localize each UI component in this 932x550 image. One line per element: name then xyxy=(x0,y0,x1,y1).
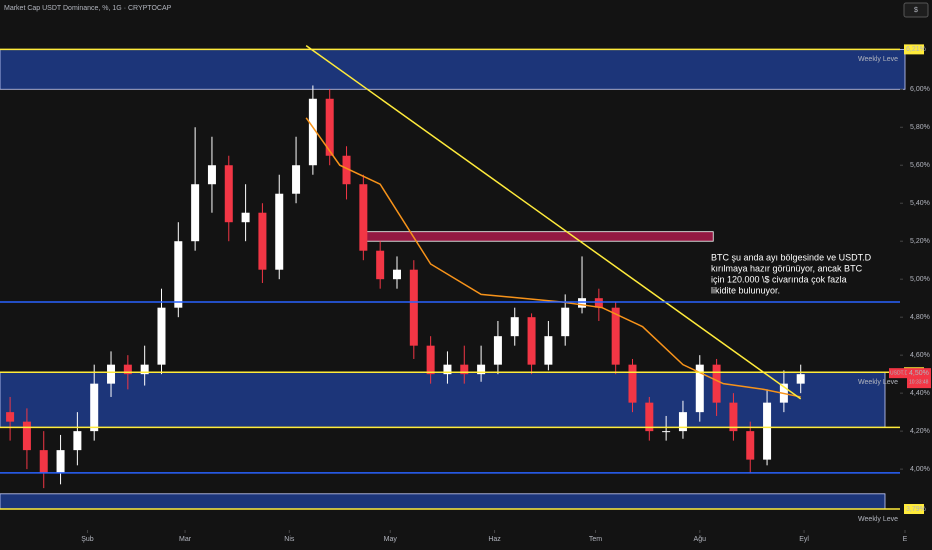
candle-body xyxy=(22,421,31,451)
annotation-line: BTC şu anda ayı bölgesinde ve USDT.D xyxy=(711,252,872,262)
candle-body xyxy=(123,364,132,375)
candle-body xyxy=(39,450,48,473)
candle-body xyxy=(729,402,738,432)
x-tick-label: Mar xyxy=(179,536,192,543)
chart-title: Market Cap USDT Dominance, %, 1G · CRYPT… xyxy=(4,5,172,12)
price-tag-symbol-bg xyxy=(889,368,907,379)
candle-body xyxy=(376,250,385,280)
candle-body xyxy=(695,364,704,413)
level-note: Weekly Leve xyxy=(858,379,898,386)
candle-body xyxy=(174,241,183,308)
currency-button[interactable] xyxy=(903,2,929,18)
candle-body xyxy=(578,298,587,308)
level-tag xyxy=(904,504,924,515)
annotation-line: likidite bulunuyor. xyxy=(711,285,780,295)
candle-body xyxy=(342,155,351,185)
candle-body xyxy=(107,364,116,384)
candle-body xyxy=(359,184,368,251)
candle-body xyxy=(392,269,401,280)
level-note: Weekly Leve xyxy=(858,516,898,523)
candle-body xyxy=(140,364,149,375)
candle-body xyxy=(275,193,284,270)
y-tick-label: 5,20% xyxy=(910,238,930,245)
candle-body xyxy=(157,307,166,365)
plot xyxy=(0,44,906,510)
price-tag-label: 4,50% xyxy=(909,370,929,377)
candle-body xyxy=(207,165,216,185)
candle-body xyxy=(712,364,721,403)
level-note: Weekly Leve xyxy=(858,56,898,63)
candle-body xyxy=(746,431,755,460)
y-tick-label: 5,60% xyxy=(910,162,930,169)
y-tick-label: 4,60% xyxy=(910,352,930,359)
candle-body xyxy=(460,364,469,375)
candle-body xyxy=(594,298,603,308)
candle-body xyxy=(493,336,502,365)
candle-body xyxy=(544,336,553,365)
candle-body xyxy=(90,383,99,432)
candle-body xyxy=(73,431,82,451)
candle-body xyxy=(443,364,452,375)
y-tick-label: 6,00% xyxy=(910,86,930,93)
x-tick-label: Ağu xyxy=(694,536,707,543)
candle-body xyxy=(477,364,486,375)
candle-body xyxy=(611,307,620,365)
candle-body xyxy=(308,98,317,166)
candle-body xyxy=(628,364,637,403)
level-tag-label: 6,21% xyxy=(906,46,926,53)
price-tag-bg xyxy=(907,368,931,389)
candle-body xyxy=(6,412,15,422)
zone xyxy=(0,493,886,510)
zone xyxy=(0,48,906,90)
y-tick-label: 4,40% xyxy=(910,390,930,397)
candle-body xyxy=(645,402,654,432)
y-tick-label: 4,80% xyxy=(910,314,930,321)
x-tick-label: May xyxy=(384,536,398,543)
y-tick-label: 4,20% xyxy=(910,428,930,435)
zone xyxy=(0,371,886,428)
moving-average xyxy=(305,117,801,398)
y-tick-label: 5,40% xyxy=(910,200,930,207)
candle-body xyxy=(224,165,233,223)
annotation-line: için 120.000 \$ civarında çok fazla xyxy=(711,274,847,284)
x-tick-label: Şub xyxy=(81,536,94,543)
candle-body xyxy=(258,212,267,270)
candle-body xyxy=(561,307,570,337)
candle-body xyxy=(510,317,519,337)
price-tag-symbol: USDT.D xyxy=(890,370,908,376)
candle-body xyxy=(292,165,301,194)
y-tick-label: 4,00% xyxy=(910,466,930,473)
level-tag-label: 3,79% xyxy=(906,506,926,513)
y-tick-label: 5,80% xyxy=(910,124,930,131)
x-tick-label: E xyxy=(903,536,908,543)
y-tick-label: 5,00% xyxy=(910,276,930,283)
candle-body xyxy=(241,212,250,223)
candle-body xyxy=(426,345,435,375)
candle-body xyxy=(763,402,772,460)
candle-body xyxy=(191,184,200,242)
candle-body xyxy=(409,269,418,346)
annotation-line: kırılmaya hazır görünüyor, ancak BTC xyxy=(711,263,863,273)
candle-body xyxy=(662,431,671,433)
trendline xyxy=(305,44,802,400)
x-tick-label: Nis xyxy=(284,536,295,543)
level-tag xyxy=(904,44,924,55)
x-tick-label: Eyl xyxy=(799,536,809,543)
price-tag-countdown: 10:33:48 xyxy=(909,379,929,385)
candle-body xyxy=(796,374,805,384)
candle-body xyxy=(325,98,334,156)
candle-body xyxy=(678,412,687,432)
candle-body xyxy=(56,450,65,473)
x-tick-label: Tem xyxy=(589,536,602,543)
candle-body xyxy=(527,317,536,365)
currency[interactable]: $ xyxy=(914,7,918,14)
x-tick-label: Haz xyxy=(488,536,501,543)
